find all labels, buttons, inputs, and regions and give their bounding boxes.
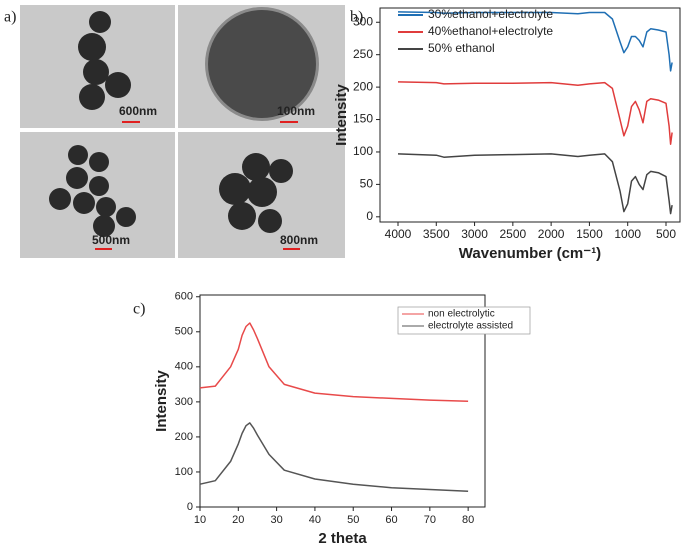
particle <box>228 202 256 230</box>
panel-label: b) <box>350 9 363 26</box>
y-axis-label: Intensity <box>333 84 350 146</box>
plot-frame <box>199 294 486 508</box>
legend-label: non electrolytic <box>428 309 495 320</box>
y-tick-label: 250 <box>353 47 373 61</box>
x-tick-label: 50 <box>347 514 359 526</box>
x-axis-label: 2 theta <box>318 530 367 547</box>
x-axis-label: Wavenumber (cm⁻¹) <box>459 245 601 262</box>
particle <box>66 167 88 189</box>
particle <box>79 84 105 110</box>
y-tick-label: 300 <box>353 14 373 28</box>
y-tick-label: 100 <box>353 144 373 158</box>
x-tick-label: 40 <box>309 514 321 526</box>
series-line <box>199 422 469 492</box>
x-tick-label: 1500 <box>576 227 603 241</box>
particle <box>208 10 316 118</box>
scale-bar-label: 500nm <box>92 233 130 247</box>
particle <box>73 192 95 214</box>
particle <box>49 188 71 210</box>
scale-bar-label: 800nm <box>280 233 318 247</box>
x-tick-label: 10 <box>194 514 206 526</box>
y-tick-label: 500 <box>175 326 193 338</box>
particle <box>105 72 131 98</box>
plot-frame <box>379 7 681 223</box>
particle <box>93 215 115 237</box>
legend-label: electrolyte assisted <box>428 321 513 332</box>
y-tick-label: 200 <box>175 431 193 443</box>
x-tick-label: 1000 <box>614 227 641 241</box>
x-tick-label: 70 <box>424 514 436 526</box>
particle <box>89 11 111 33</box>
x-tick-label: 500 <box>656 227 676 241</box>
y-tick-label: 0 <box>187 501 193 513</box>
y-axis-label: Intensity <box>153 370 170 432</box>
x-tick-label: 3000 <box>461 227 488 241</box>
particle <box>247 177 277 207</box>
y-tick-label: 0 <box>366 209 373 223</box>
series-line <box>397 81 673 145</box>
y-tick-label: 150 <box>353 112 373 126</box>
legend-label: 30%ethanol+electrolyte <box>428 7 553 21</box>
series-line <box>199 322 469 402</box>
x-tick-label: 80 <box>462 514 474 526</box>
x-tick-label: 60 <box>385 514 397 526</box>
particle <box>83 59 109 85</box>
series-line <box>397 153 673 215</box>
particle <box>116 207 136 227</box>
panel-label: c) <box>133 301 145 318</box>
series-line <box>397 11 673 72</box>
y-tick-label: 400 <box>175 361 193 373</box>
legend-label: 40%ethanol+electrolyte <box>428 24 553 38</box>
x-tick-label: 3500 <box>423 227 450 241</box>
y-tick-label: 600 <box>175 291 193 303</box>
panel-label: a) <box>4 9 16 26</box>
particle <box>269 159 293 183</box>
particle <box>242 153 270 181</box>
legend-label: 50% ethanol <box>428 41 495 55</box>
y-tick-label: 300 <box>175 396 193 408</box>
particle <box>258 209 282 233</box>
x-tick-label: 2500 <box>499 227 526 241</box>
legend-box <box>397 306 531 335</box>
particle <box>89 176 109 196</box>
scale-bar-label: 600nm <box>119 104 157 118</box>
y-tick-label: 100 <box>175 466 193 478</box>
x-tick-label: 20 <box>232 514 244 526</box>
particle <box>78 33 106 61</box>
particle <box>68 145 88 165</box>
x-tick-label: 2000 <box>538 227 565 241</box>
scale-bar-label: 100nm <box>277 104 315 118</box>
y-tick-label: 200 <box>353 79 373 93</box>
x-tick-label: 30 <box>270 514 282 526</box>
y-tick-label: 50 <box>360 177 374 191</box>
particle <box>96 197 116 217</box>
particle <box>89 152 109 172</box>
particle <box>219 173 251 205</box>
x-tick-label: 4000 <box>385 227 412 241</box>
